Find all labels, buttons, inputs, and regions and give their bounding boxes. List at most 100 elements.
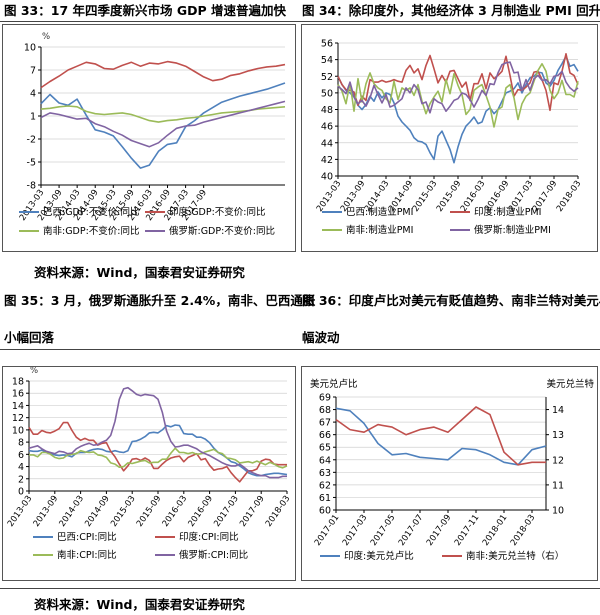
x-tick-label: 2017-01 [313,513,342,548]
figure-33-caption: 图 33：17 年四季度新兴市场 GDP 增速普遍加快 [4,3,286,18]
legend-label: 南非:GDP:不变价:同比 [43,225,140,237]
legend-label: 俄罗斯:CPI:同比 [179,549,248,561]
legend-label: 南非:CPI:同比 [57,549,117,561]
right-axis-title: 美元兑兰特 [546,378,594,390]
fx-chart-panel: 60 61 62 63 64 65 66 67 68 69 10 11 12 13 14 美元兑卢比 美元兑兰特… [301,366,598,581]
y-tick-label: 64 [319,455,331,466]
y2-tick-label: 12 [552,455,564,466]
figure-35-caption-line1: 图 35：3 月，俄罗斯通胀升至 2.4%，南非、巴西通胀 [4,293,316,308]
caption-underline [0,21,600,22]
x-tick-label: 2015-03 [109,494,138,529]
legend-label: 印度:GDP:不变价:同比 [169,206,266,218]
legend-label: 印度:美元兑卢比 [344,550,414,562]
x-tick-label: 2016-09 [186,494,215,529]
series-line-india [40,60,286,89]
figure-34-caption: 图 34：除印度外，其他经济体 3 月制造业 PMI 回升 [302,3,600,18]
x-tick-label: 2013-03 [6,494,35,529]
x-tick-label: 2017-03 [212,494,241,529]
cpi-chart: 024681012141618%2013-032013-092014-03201… [6,367,293,561]
figure-36-caption-line2: 幅波动 [302,330,340,345]
y-tick-label: 4 [30,89,36,100]
legend-label: 巴西:CPI:同比 [57,531,117,543]
pmi-chart-panel: 40 42 44 46 48 50 52 54 56 2013-03 2013-09 2014-03 2… [301,24,598,252]
y-tick-label: -8 [27,181,36,192]
y-tick-label: 42 [321,155,333,166]
y-tick-label: 61 [319,493,331,504]
x-tick-label: 2017-11 [453,513,482,548]
y-tick-label: 6 [18,450,24,461]
x-tick-label: 2018-01 [481,513,510,548]
unit-label: % [42,32,50,42]
y-tick-label: 2 [18,474,24,485]
y-tick-label: 68 [319,405,331,416]
x-tick-label: 2018-03 [555,179,584,214]
caption-underline-2 [0,349,600,350]
legend-label: 俄罗斯:制造业PMI [474,224,551,236]
y-tick-label: 54 [321,55,333,66]
y-tick-label: 69 [319,393,331,404]
y-tick-label: 67 [319,418,331,429]
y-tick-label: 16 [12,389,24,400]
unit-label: % [30,367,38,376]
y-tick-label: 66 [319,430,331,441]
x-tick-label: 2018-03 [264,494,293,529]
x-tick-label: 2013-09 [32,494,61,529]
bottom-rule [0,588,600,589]
legend-label: 南非:美元兑兰特（右） [466,550,564,562]
x-tick-label: 2014-03 [57,494,86,529]
legend-label: 印度:制造业PMI [474,206,541,218]
legend-label: 印度:CPI:同比 [179,531,239,543]
figure-36-caption-line1: 图 36：印度卢比对美元有贬值趋势、南非兰特对美元小 [302,293,600,308]
x-tick-label: 2017-09 [425,513,454,548]
y-tick-label: 0 [18,487,24,498]
y-tick-label: 4 [18,462,24,473]
legend-label: 俄罗斯:GDP:不变价:同比 [169,225,275,237]
left-axis-title: 美元兑卢比 [310,378,358,390]
y-tick-label: 12 [12,413,24,424]
legend-label: 巴西:GDP:不变价:同比 [43,206,140,218]
series-line-brazil [28,424,288,477]
pmi-chart: 4042444648505254562013-032013-092014-032… [315,39,584,237]
y-tick-label: 18 [12,377,24,388]
y-tick-label: 48 [321,105,333,116]
x-tick-label: 2018-03 [509,513,538,548]
y2-tick-label: 10 [552,506,564,517]
x-tick-label: 2015-09 [135,494,164,529]
x-tick-label: 2017-09 [238,494,267,529]
cpi-chart-panel: 0 2 4 6 8 10 12 14 16 18% 2013-03 2013-09 2014-03 201… [2,366,296,581]
series-line-russia [337,61,579,114]
x-tick-label: 2014-09 [83,494,112,529]
y-tick-label: 46 [321,122,333,133]
y-tick-label: 63 [319,468,331,479]
y-tick-label: 52 [321,72,333,83]
gdp-chart-panel: -8 -5 -2 1 4 7 10% 2013-03 2013-09 2014-03 2014-09… [2,24,296,252]
figure-35-caption-line2: 小幅回落 [4,330,55,345]
x-tick-label: 2017-05 [369,513,398,548]
y2-tick-label: 11 [552,480,564,491]
series-line-india [28,421,287,483]
x-tick-label: 2017-07 [397,513,426,548]
y-tick-label: 44 [321,138,333,149]
series-line-brazil [335,407,547,466]
y-tick-label: 62 [319,480,331,491]
y-tick-label: -2 [27,135,36,146]
gdp-chart: -8-5-214710%2013-032013-092014-032014-09… [18,32,286,237]
y-tick-label: 8 [18,438,24,449]
y-tick-label: -5 [27,158,36,169]
y-tick-label: 50 [321,88,333,99]
legend-label: 南非:制造业PMI [346,224,413,236]
y-tick-label: 56 [321,39,333,50]
x-tick-label: 2017-03 [341,513,370,548]
y-tick-label: 40 [321,172,333,183]
series-line-brazil [40,82,286,169]
y-tick-label: 65 [319,443,331,454]
y-tick-label: 14 [12,401,24,412]
series-line-safrica [29,447,288,469]
y-tick-label: 7 [30,66,36,77]
series-line-india [335,406,546,466]
series-line-russia [40,100,286,148]
y2-tick-label: 14 [552,405,564,416]
y-tick-label: 60 [319,506,331,517]
series-line-safrica [337,62,579,128]
